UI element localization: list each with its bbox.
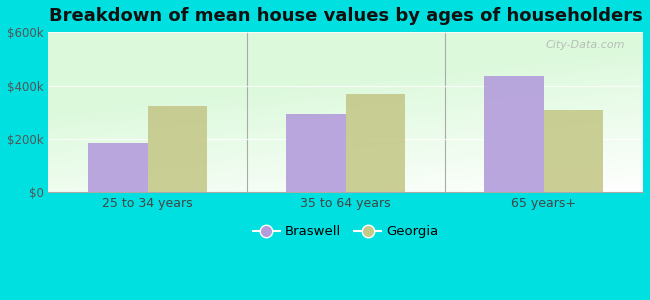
Bar — [88, 143, 148, 193]
Legend: Braswell, Georgia: Braswell, Georgia — [248, 220, 443, 244]
Bar — [484, 76, 544, 193]
Title: Breakdown of mean house values by ages of householders: Breakdown of mean house values by ages o… — [49, 7, 643, 25]
Bar — [148, 106, 207, 193]
Bar — [346, 94, 405, 193]
Text: City-Data.com: City-Data.com — [546, 40, 625, 50]
Bar — [286, 114, 346, 193]
Bar — [544, 110, 603, 193]
